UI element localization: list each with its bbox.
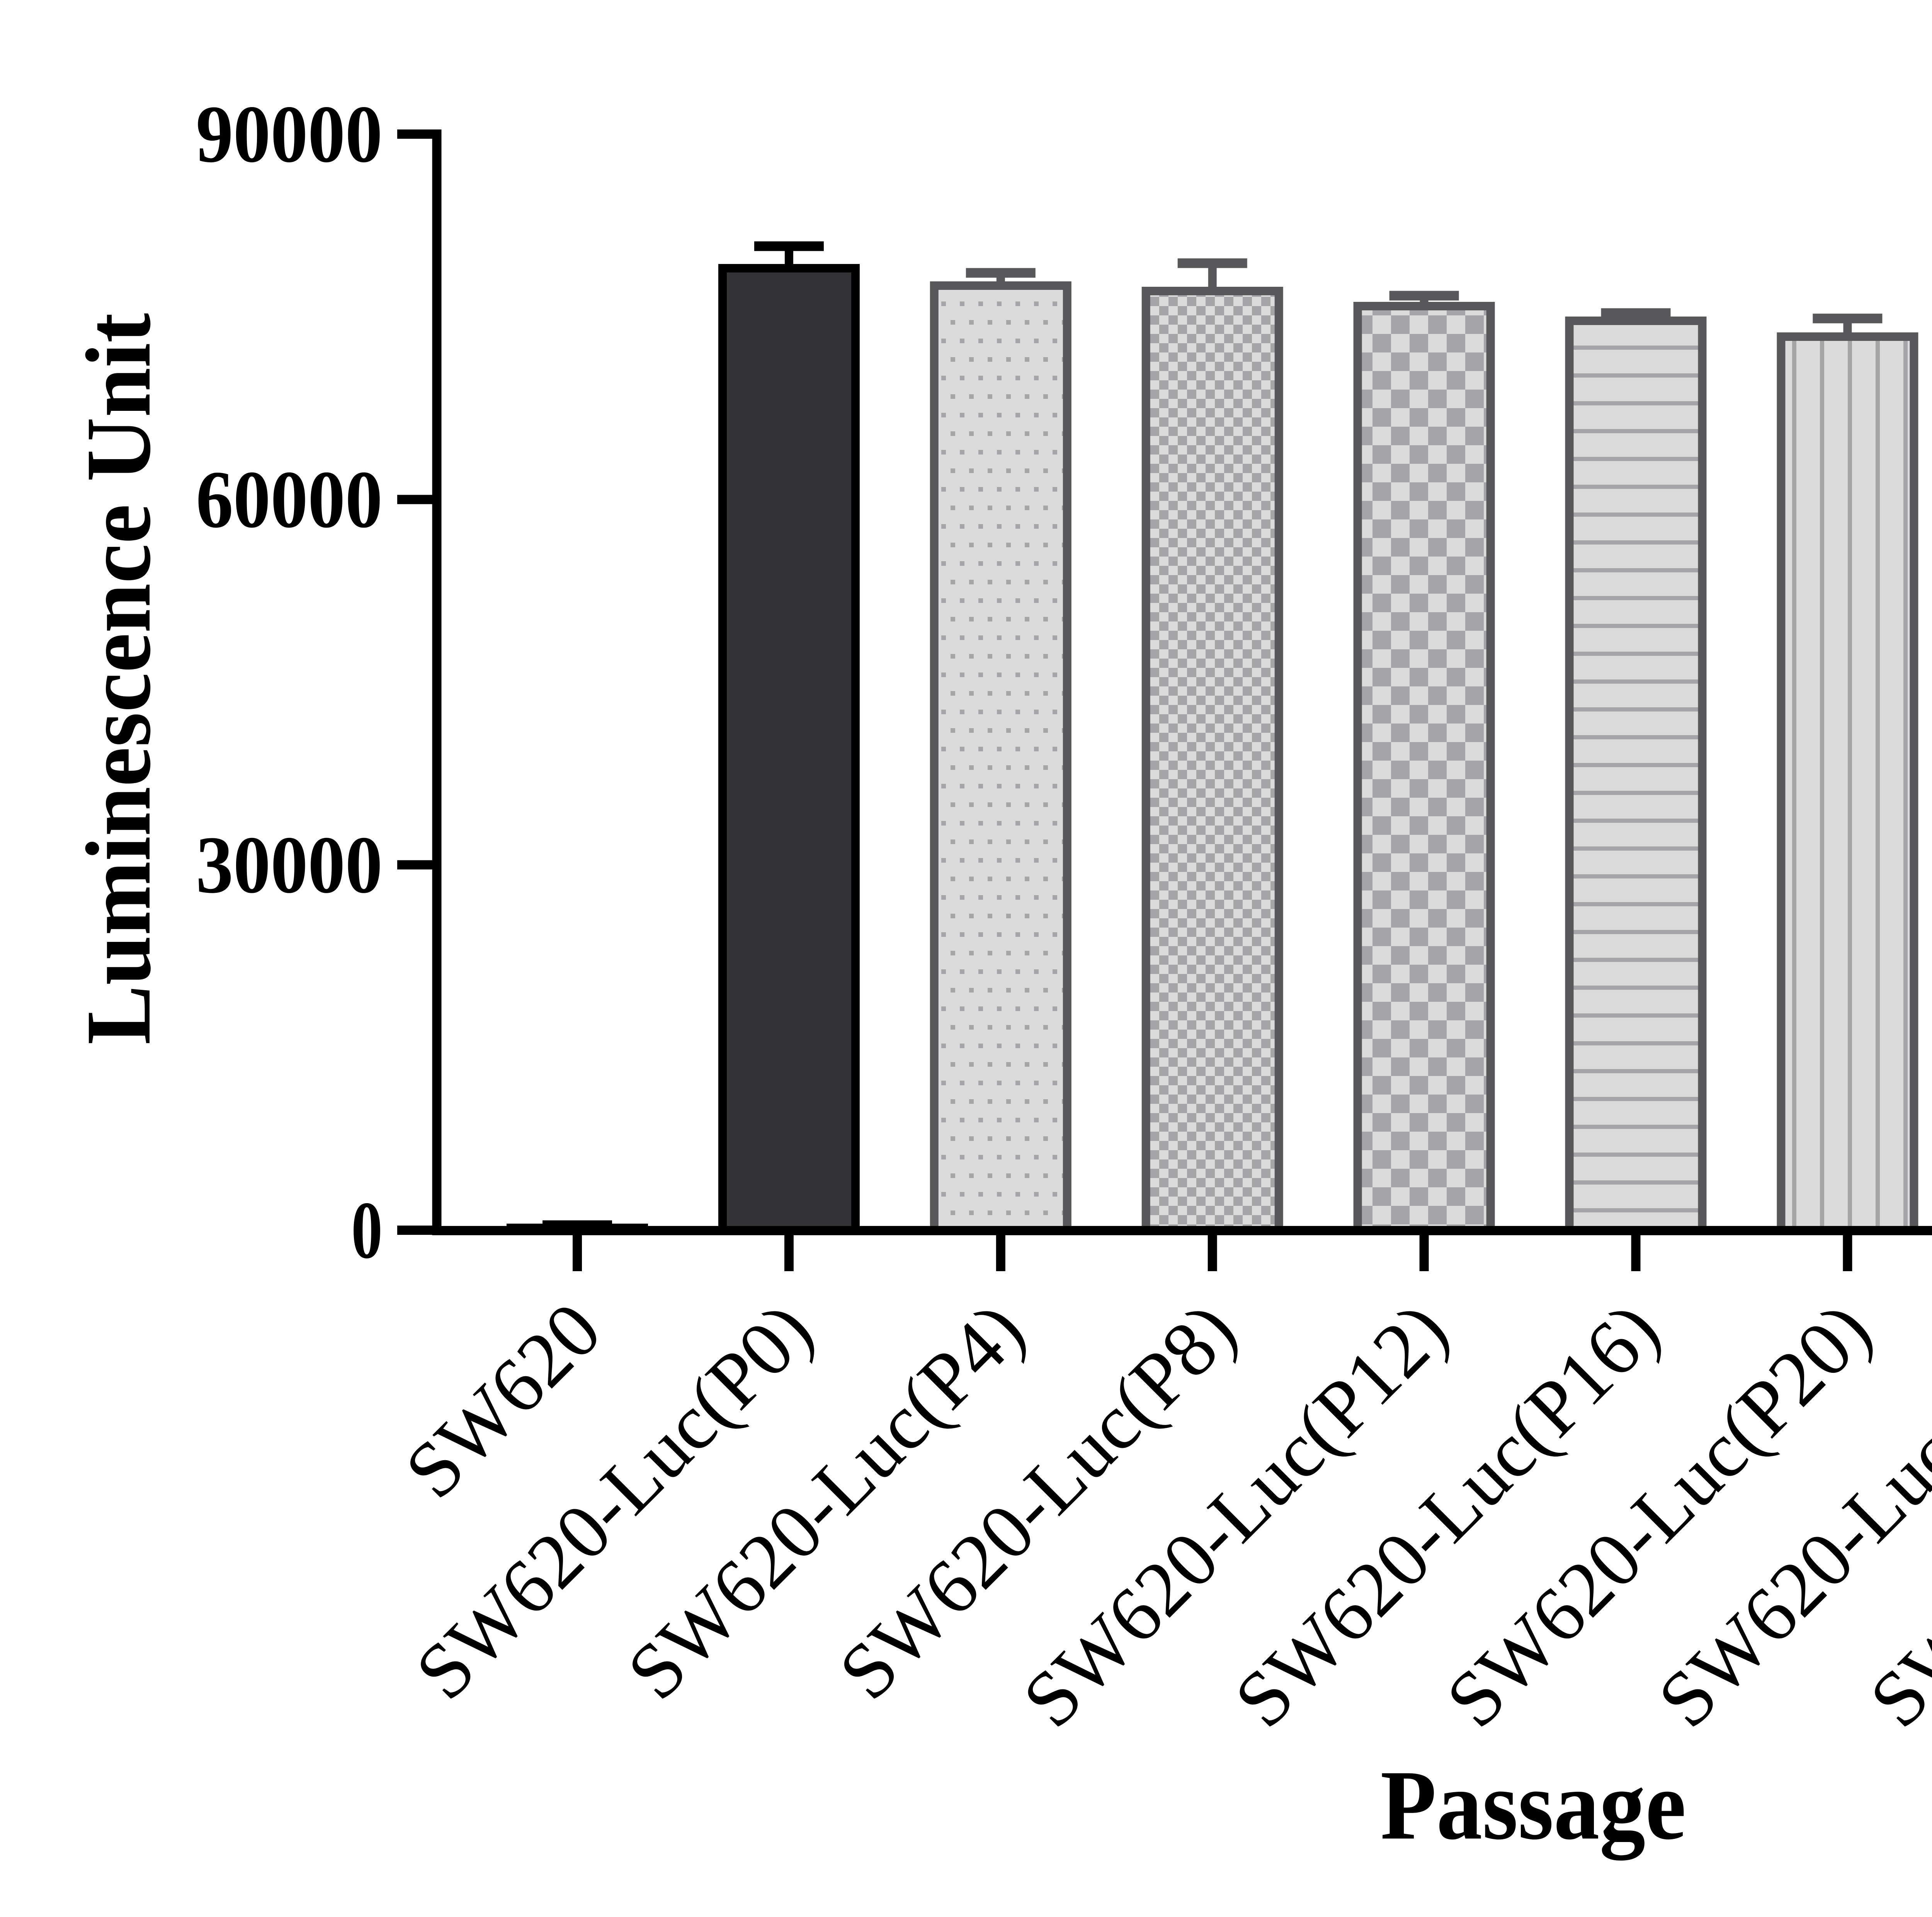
svg-text:30000: 30000 bbox=[196, 819, 383, 910]
svg-text:Passage: Passage bbox=[1381, 1750, 1686, 1862]
svg-text:90000: 90000 bbox=[196, 89, 383, 179]
svg-text:0: 0 bbox=[351, 1185, 383, 1275]
svg-text:60000: 60000 bbox=[196, 454, 383, 545]
svg-text:Luminescence Unit: Luminescence Unit bbox=[67, 313, 170, 1045]
